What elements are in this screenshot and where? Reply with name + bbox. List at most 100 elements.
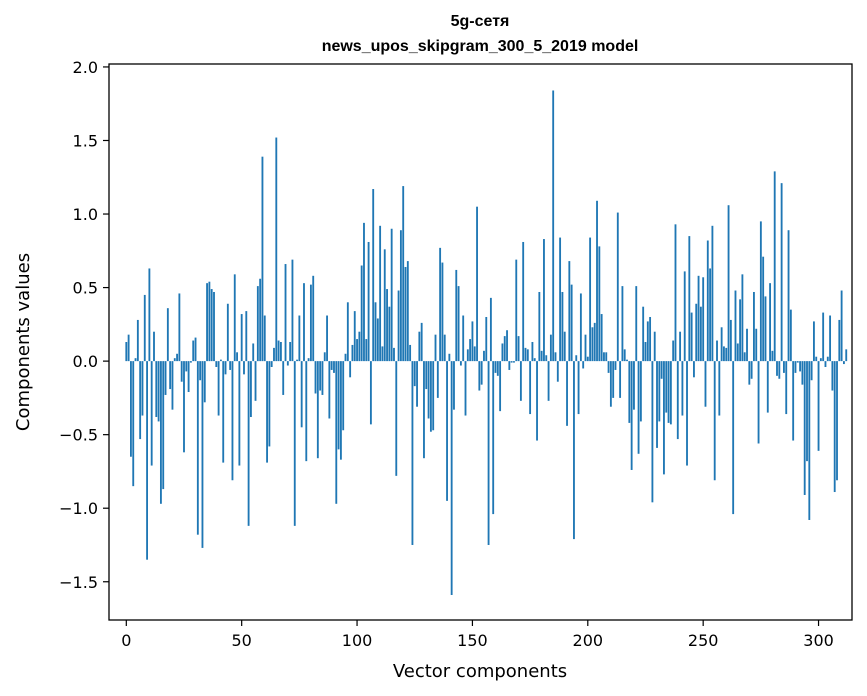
bar: [224, 361, 227, 375]
bar: [238, 361, 241, 466]
bar: [217, 361, 220, 416]
bar: [607, 361, 610, 373]
bar: [462, 315, 465, 362]
bar: [393, 347, 395, 362]
bar: [568, 261, 571, 362]
bar: [570, 284, 573, 362]
bar: [492, 361, 495, 515]
y-tick-label: 1.5: [73, 131, 98, 150]
bar: [266, 361, 268, 463]
bar: [328, 361, 331, 419]
bar: [215, 361, 218, 367]
bar: [363, 222, 365, 362]
bar: [612, 361, 615, 398]
bar: [416, 361, 418, 407]
bar: [524, 347, 527, 362]
bar: [436, 361, 439, 398]
bar: [369, 361, 372, 425]
bar: [356, 339, 358, 362]
bar: [658, 361, 661, 422]
bar: [729, 319, 732, 362]
bar: [614, 361, 617, 370]
bar: [766, 361, 769, 413]
bar: [319, 361, 322, 391]
bar: [418, 331, 421, 362]
y-tick-label: −0.5: [59, 426, 98, 445]
bar: [589, 237, 592, 362]
bar: [508, 361, 511, 370]
bar: [259, 278, 262, 362]
bar: [254, 361, 257, 401]
bar: [432, 361, 435, 431]
bar: [256, 286, 259, 362]
bar: [199, 361, 202, 381]
bar: [596, 200, 598, 362]
bar: [575, 355, 578, 362]
bar: [330, 361, 333, 370]
bar: [552, 90, 555, 362]
bar: [517, 336, 520, 362]
bar: [404, 266, 407, 362]
bar: [273, 347, 275, 362]
bar: [716, 340, 718, 362]
bar: [688, 236, 691, 362]
bar: [810, 361, 813, 381]
bar: [656, 361, 658, 448]
bar: [757, 361, 760, 444]
bar: [487, 361, 490, 545]
bar: [667, 361, 670, 423]
bar: [455, 269, 458, 362]
bar: [702, 277, 705, 362]
bar: [584, 334, 587, 362]
bar: [582, 361, 585, 369]
bar: [471, 321, 474, 362]
bar: [672, 340, 675, 362]
bar: [263, 315, 266, 362]
bar: [817, 361, 820, 451]
bar: [725, 347, 728, 362]
bar: [713, 361, 716, 481]
bar: [157, 361, 160, 422]
bar: [208, 281, 211, 362]
bar: [282, 361, 285, 395]
bar: [720, 327, 723, 362]
bar: [367, 241, 370, 362]
bar: [305, 361, 308, 462]
bar: [519, 361, 522, 401]
bar: [293, 361, 296, 526]
bar: [453, 361, 455, 410]
bar: [787, 230, 790, 362]
bar: [603, 352, 605, 362]
bar: [314, 361, 317, 394]
bar: [554, 352, 557, 362]
bar: [559, 237, 562, 362]
bar: [298, 315, 301, 362]
bar: [353, 311, 356, 362]
bar: [420, 322, 423, 362]
bar: [494, 361, 497, 373]
bar: [630, 361, 633, 470]
bar: [501, 343, 504, 362]
bar: [240, 314, 243, 362]
bar: [513, 361, 515, 363]
bar: [549, 334, 552, 362]
bar: [695, 303, 698, 362]
bar: [545, 355, 548, 362]
bar: [577, 361, 580, 415]
bar: [644, 342, 647, 362]
bar: [411, 361, 414, 545]
bar: [383, 249, 386, 362]
bar: [824, 361, 827, 367]
bar: [573, 361, 575, 540]
bar: [386, 289, 388, 362]
bar: [139, 361, 142, 440]
x-tick-label: 200: [573, 631, 604, 650]
bar: [718, 361, 721, 416]
bar: [510, 361, 513, 363]
bar: [196, 361, 199, 535]
bar: [646, 321, 649, 362]
bar: [441, 262, 444, 362]
bar: [448, 353, 451, 362]
bar: [776, 361, 778, 376]
bar: [681, 361, 684, 416]
